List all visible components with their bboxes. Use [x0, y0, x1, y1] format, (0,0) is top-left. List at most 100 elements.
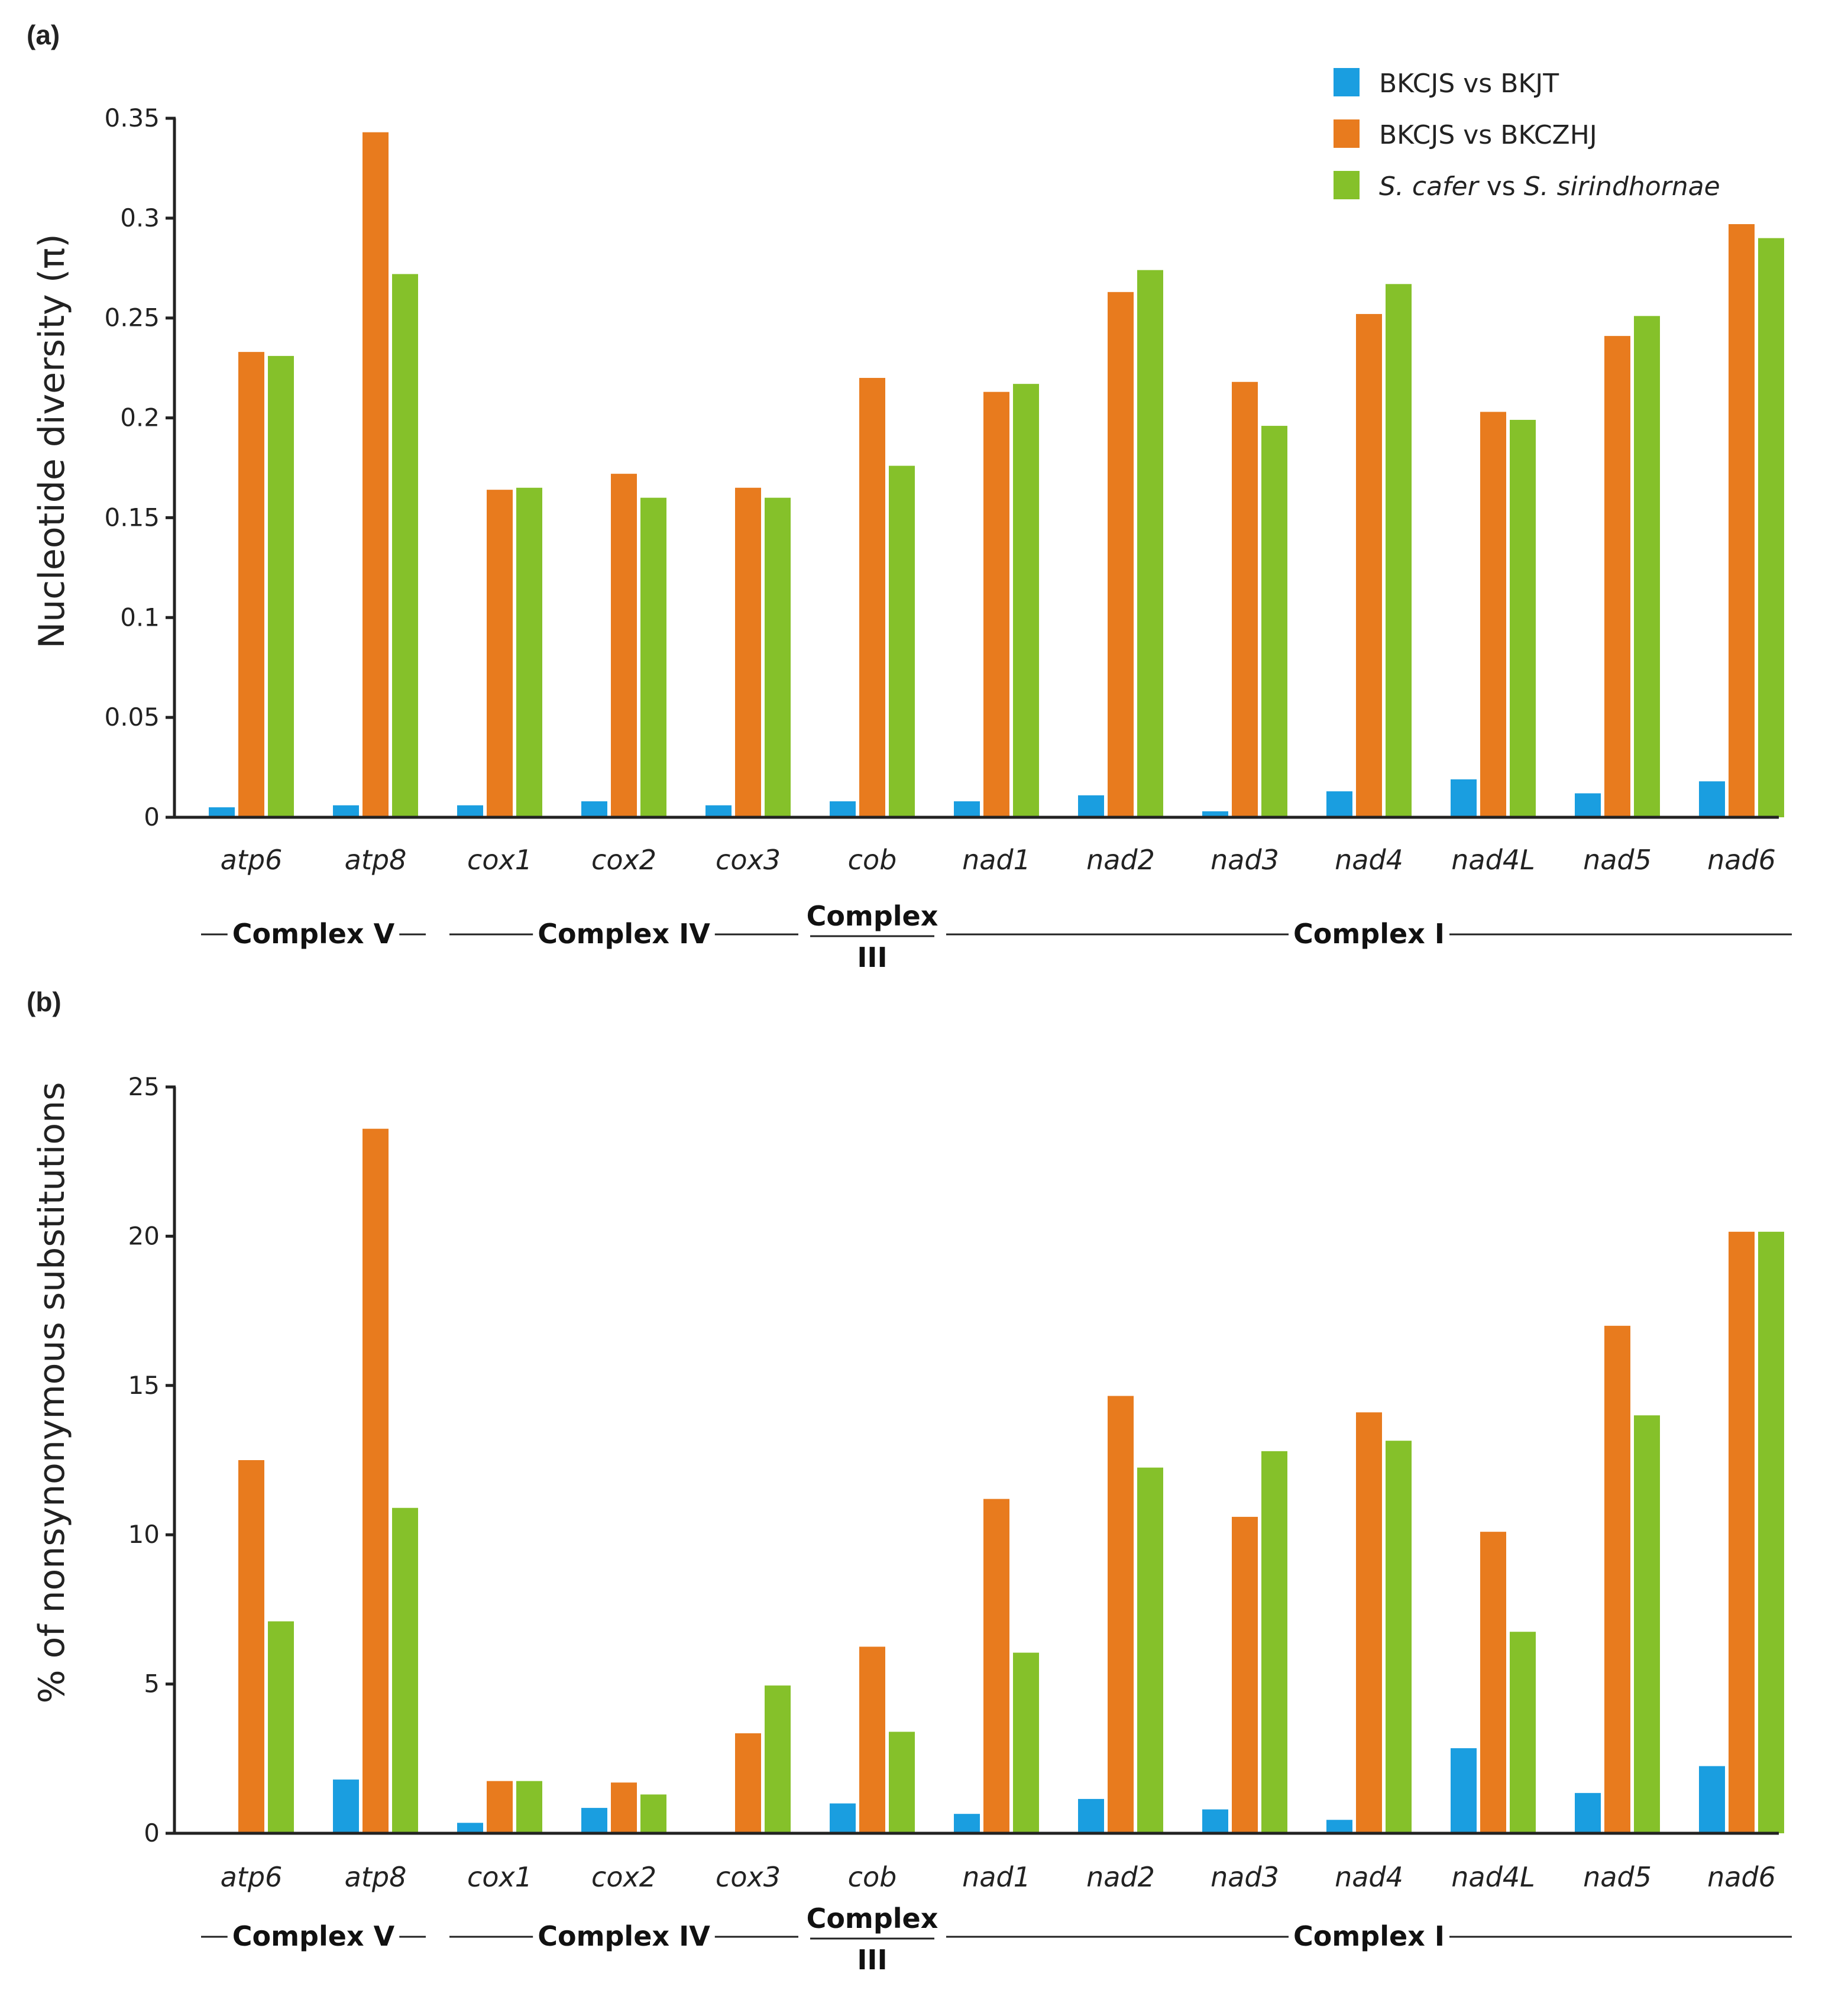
y-tick-label-b: 10: [128, 1520, 160, 1549]
bar-cafer-vs-sirindhornae-cox2: [640, 1794, 666, 1833]
complex-label: Complex V: [232, 918, 395, 950]
bar-cafer-vs-sirindhornae-nad1: [1013, 1652, 1039, 1833]
bar-cafer-vs-sirindhornae-nad5: [1634, 316, 1660, 817]
gene-label-nad5: nad5: [1583, 844, 1652, 876]
gene-label-atp6: atp6: [221, 1861, 283, 1893]
bars-a: [209, 132, 1784, 818]
bar-bkcjs-vs-bkjt-cob: [830, 1803, 856, 1833]
gene-label-cox3: cox3: [716, 1861, 781, 1893]
gene-label-nad4L: nad4L: [1451, 1861, 1535, 1893]
bar-cafer-vs-sirindhornae-atp6: [268, 1621, 294, 1833]
y-tick-label-a: 0: [144, 803, 160, 831]
complex-label-line2: III: [857, 941, 887, 973]
legend-swatch-green: [1334, 171, 1360, 199]
legend-swatch-orange: [1334, 119, 1360, 148]
bar-cafer-vs-sirindhornae-atp6: [268, 355, 294, 817]
y-axis-label-b: % of nonsynonymous substitutions: [31, 1082, 73, 1704]
bar-cafer-vs-sirindhornae-cob: [889, 1732, 915, 1833]
gene-label-nad2: nad2: [1086, 844, 1155, 876]
y-axis-label-a: Nucleotide diversity (π): [31, 234, 73, 648]
bar-cafer-vs-sirindhornae-nad4: [1386, 1441, 1412, 1833]
y-tick-label-a: 0.05: [104, 703, 160, 732]
bar-cafer-vs-sirindhornae-nad5: [1634, 1415, 1660, 1833]
gene-label-nad3: nad3: [1211, 1861, 1279, 1893]
bar-bkcjs-vs-bkczhj-nad6: [1729, 224, 1755, 817]
gene-label-nad4: nad4: [1335, 844, 1403, 876]
bar-cafer-vs-sirindhornae-nad6: [1758, 238, 1784, 818]
panel-b: (b) % of nonsynonymous substitutions 0 5 1…: [27, 986, 1792, 1976]
bar-bkcjs-vs-bkczhj-atp8: [363, 132, 389, 817]
complex-label: Complex IV: [538, 1920, 710, 1952]
bar-bkcjs-vs-bkjt-nad3: [1202, 1809, 1228, 1833]
y-tick-label-a: 0.2: [120, 403, 160, 432]
bar-bkcjs-vs-bkczhj-cox1: [487, 490, 513, 817]
legend: BKCJS vs BKJT BKCJS vs BKCZHJ S. cafer v…: [1334, 68, 1720, 202]
bar-bkcjs-vs-bkjt-nad5: [1575, 793, 1601, 817]
gene-label-atp6: atp6: [221, 844, 283, 876]
bar-bkcjs-vs-bkczhj-cox3: [735, 487, 761, 817]
y-tick-label-b: 20: [128, 1221, 160, 1250]
bar-cafer-vs-sirindhornae-atp8: [392, 1507, 418, 1833]
legend-species-a: S. cafer: [1379, 172, 1480, 202]
bar-bkcjs-vs-bkczhj-cob: [859, 378, 885, 817]
legend-label-bkcjs-vs-bkczhj: BKCJS vs BKCZHJ: [1379, 120, 1597, 150]
gene-label-nad3: nad3: [1211, 844, 1279, 876]
bar-bkcjs-vs-bkjt-cox3: [705, 805, 732, 817]
y-tick-label-a: 0.35: [104, 103, 160, 132]
y-tick-label-b: 15: [128, 1371, 160, 1400]
bar-cafer-vs-sirindhornae-cox3: [765, 1685, 791, 1833]
bar-bkcjs-vs-bkjt-atp6: [209, 807, 235, 817]
bar-bkcjs-vs-bkjt-cox2: [581, 1808, 607, 1833]
gene-label-nad4L: nad4L: [1451, 844, 1535, 876]
gene-label-nad1: nad1: [962, 844, 1031, 876]
bar-cafer-vs-sirindhornae-nad2: [1137, 1467, 1163, 1833]
y-tick-label-a: 0.25: [104, 303, 160, 332]
bar-bkcjs-vs-bkczhj-nad4L: [1480, 1532, 1506, 1833]
gene-label-cox2: cox2: [591, 844, 656, 876]
gene-label-cox1: cox1: [467, 1861, 532, 1893]
complex-labels-b: Complex V Complex IV Complex III Complex I: [201, 1902, 1792, 1976]
bar-cafer-vs-sirindhornae-nad4L: [1510, 419, 1536, 817]
bar-bkcjs-vs-bkczhj-nad4: [1356, 313, 1382, 817]
y-ticks-b: 0 5 10 15 20 25: [128, 1072, 176, 1847]
bar-bkcjs-vs-bkczhj-cox3: [735, 1733, 761, 1833]
panel-a-label: (a): [27, 20, 60, 50]
gene-label-cob: cob: [848, 844, 897, 876]
gene-label-cob: cob: [848, 1861, 897, 1893]
bar-bkcjs-vs-bkjt-nad1: [954, 801, 980, 817]
bar-cafer-vs-sirindhornae-cob: [889, 465, 915, 817]
bar-cafer-vs-sirindhornae-atp8: [392, 274, 418, 818]
y-tick-label-a: 0.1: [120, 603, 160, 632]
bar-bkcjs-vs-bkczhj-nad3: [1232, 1516, 1258, 1833]
gene-label-nad6: nad6: [1707, 844, 1776, 876]
bar-bkcjs-vs-bkczhj-cob: [859, 1646, 885, 1833]
legend-connector: vs: [1487, 172, 1516, 202]
complex-label: Complex I: [1293, 918, 1445, 950]
complex-label-line1: Complex: [807, 900, 938, 932]
bar-bkcjs-vs-bkczhj-cox2: [611, 1782, 637, 1833]
bar-cafer-vs-sirindhornae-nad2: [1137, 270, 1163, 818]
legend-swatch-blue: [1334, 68, 1360, 96]
panel-b-label: (b): [27, 986, 62, 1017]
bar-cafer-vs-sirindhornae-cox3: [765, 497, 791, 817]
bar-bkcjs-vs-bkczhj-atp6: [238, 352, 264, 817]
legend-species-b: S. sirindhornae: [1524, 172, 1720, 202]
bar-bkcjs-vs-bkjt-atp8: [333, 805, 359, 817]
gene-label-cox3: cox3: [716, 844, 781, 876]
gene-label-nad6: nad6: [1707, 1861, 1776, 1893]
complex-label: Complex IV: [538, 918, 710, 950]
complex-label: Complex V: [232, 1920, 395, 1952]
gene-label-cox2: cox2: [591, 1861, 656, 1893]
y-tick-label-b: 5: [144, 1669, 160, 1698]
y-tick-label-a: 0.15: [104, 503, 160, 532]
bar-bkcjs-vs-bkczhj-nad4L: [1480, 412, 1506, 817]
panel-a: (a) BKCJS vs BKJT BKCJS vs BKCZHJ S. caf…: [27, 20, 1792, 973]
bar-bkcjs-vs-bkjt-nad1: [954, 1814, 980, 1833]
gene-label-cox1: cox1: [467, 844, 532, 876]
gene-label-atp8: atp8: [345, 844, 407, 876]
bar-bkcjs-vs-bkjt-nad3: [1202, 811, 1228, 817]
bar-bkcjs-vs-bkjt-cob: [830, 801, 856, 817]
bar-bkcjs-vs-bkczhj-nad2: [1108, 292, 1134, 818]
bar-bkcjs-vs-bkjt-nad4: [1326, 1820, 1352, 1833]
